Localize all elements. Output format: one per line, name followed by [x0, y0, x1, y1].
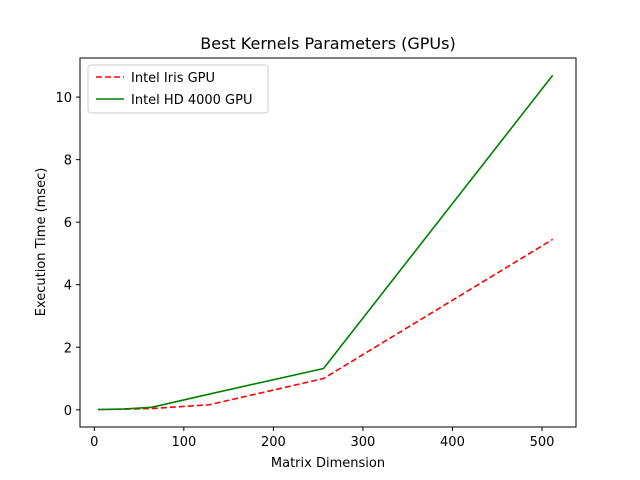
y-tick-label: 4 [64, 279, 72, 294]
x-axis: 0 100 200 300 400 500 [90, 427, 554, 450]
legend-box [87, 64, 269, 114]
plot-frame [79, 57, 577, 428]
x-tick-label: 300 [351, 435, 376, 450]
y-tick-label: 10 [55, 91, 72, 106]
x-tick-label: 500 [530, 435, 555, 450]
x-tick-label: 0 [90, 435, 98, 450]
x-tick-label: 400 [440, 435, 465, 450]
y-tick-label: 2 [64, 341, 72, 356]
y-tick-label: 8 [64, 154, 72, 169]
y-tick-label: 0 [64, 404, 72, 419]
y-axis: 0 2 4 6 8 10 [55, 91, 80, 419]
series-layer [97, 74, 554, 411]
series-line-intel-iris-gpu [97, 238, 554, 411]
series-line-intel-hd-4000-gpu [97, 74, 554, 411]
x-tick-label: 100 [171, 435, 196, 450]
x-axis-label: Matrix Dimension [271, 456, 385, 471]
legend: Intel Iris GPU Intel HD 4000 GPU [87, 64, 269, 114]
y-axis-label: Execution Time (msec) [34, 168, 49, 317]
legend-entry-label: Intel HD 4000 GPU [131, 93, 252, 108]
chart-title: Best Kernels Parameters (GPUs) [200, 34, 455, 53]
legend-entry-label: Intel Iris GPU [131, 71, 215, 86]
y-tick-label: 6 [64, 216, 72, 231]
x-tick-label: 200 [261, 435, 286, 450]
